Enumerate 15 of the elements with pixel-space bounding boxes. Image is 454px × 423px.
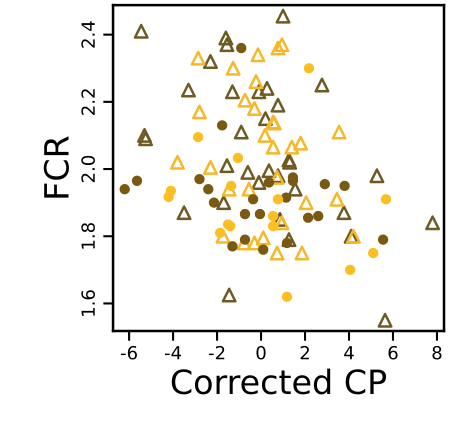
x-tick-label: -6 xyxy=(120,346,137,360)
x-tick-label: 6 xyxy=(388,346,398,360)
y-tick-label: 2.4 xyxy=(81,21,95,48)
x-tick-label: 8 xyxy=(432,346,442,360)
x-axis-title: Corrected CP xyxy=(172,368,386,394)
x-tick-label: -2 xyxy=(208,346,224,360)
y-tick-label: 2.0 xyxy=(81,156,95,182)
y-tick-label: 1.6 xyxy=(81,290,95,316)
y-axis-title: FCR xyxy=(44,136,69,198)
y-tick-label: 1.8 xyxy=(81,223,95,249)
y-tick-label: 2.2 xyxy=(81,89,95,115)
x-tick-label: 0 xyxy=(256,346,266,360)
x-tick-label: -4 xyxy=(164,346,182,360)
x-tick-label: 4 xyxy=(344,346,354,360)
x-tick-label: 2 xyxy=(300,346,309,360)
